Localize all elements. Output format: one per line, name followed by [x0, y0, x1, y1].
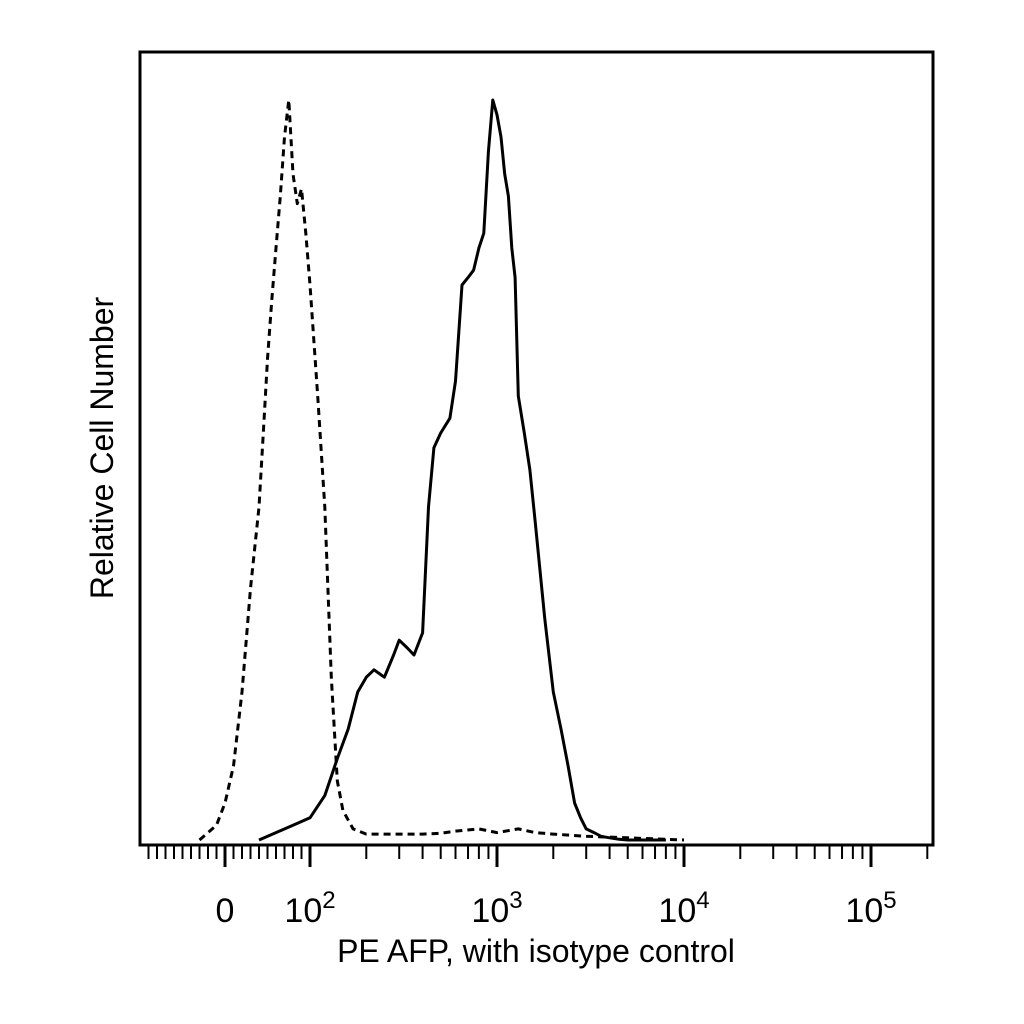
series-line-dashed	[198, 98, 685, 842]
x-axis-minor-ticks	[147, 845, 929, 867]
y-axis-title: Relative Cell Number	[84, 296, 120, 599]
x-tick-labels: 0 102 103 104 105	[216, 887, 897, 930]
x-tick-label: 102	[284, 887, 335, 930]
x-tick-label: 103	[471, 887, 522, 930]
x-axis-title: PE AFP, with isotype control	[337, 933, 735, 969]
x-tick-label: 104	[658, 887, 709, 930]
x-tick-label: 0	[216, 892, 235, 930]
series-layer	[198, 98, 685, 842]
series-line-solid	[258, 98, 666, 842]
plot-frame	[138, 50, 935, 847]
x-tick-label: 105	[845, 887, 896, 930]
